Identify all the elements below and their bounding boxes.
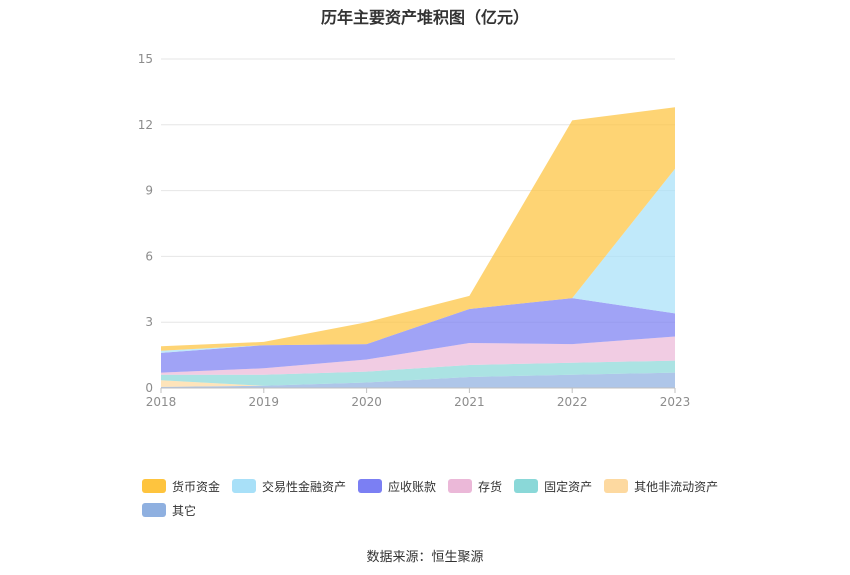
- x-tick-label: 2021: [454, 395, 485, 409]
- legend-label: 其它: [172, 503, 197, 518]
- y-tick-label: 3: [145, 315, 153, 329]
- legend-swatch: [232, 479, 257, 493]
- legend-item[interactable]: 其它: [142, 498, 196, 522]
- area-series: [161, 372, 675, 387]
- legend-label: 存货: [478, 479, 503, 494]
- legend-item[interactable]: 应收账款: [358, 474, 436, 498]
- legend-swatch: [358, 479, 383, 493]
- legend-item[interactable]: 交易性金融资产: [232, 474, 346, 498]
- legend-swatch: [142, 503, 166, 517]
- chart-title: 历年主要资产堆积图（亿元）: [320, 8, 529, 27]
- legend-label: 货币资金: [172, 479, 221, 494]
- x-tick-label: 2023: [660, 395, 691, 409]
- legend-swatch: [514, 479, 539, 493]
- x-tick-label: 2022: [557, 395, 588, 409]
- y-tick-label: 9: [145, 184, 153, 198]
- stacked-area-chart: 0 3 6 9 12 15 2018 2019 2020 2021 2022 2023: [138, 52, 691, 409]
- data-source: 数据来源：恒生聚源: [366, 550, 484, 565]
- legend-item[interactable]: 其他非流动资产: [604, 474, 718, 498]
- area-layer: [161, 107, 675, 388]
- legend-item[interactable]: 固定资产: [514, 474, 592, 498]
- legend-swatch: [448, 479, 473, 493]
- y-tick-label: 0: [145, 381, 153, 395]
- y-tick-label: 15: [138, 52, 153, 66]
- x-tick-label: 2019: [249, 395, 280, 409]
- y-tick-label: 12: [138, 118, 153, 132]
- legend-label: 交易性金融资产: [262, 479, 347, 494]
- axis-layer: 0 3 6 9 12 15 2018 2019 2020 2021 2022 2023: [138, 52, 691, 409]
- area-series: [161, 372, 675, 388]
- legend-label: 其他非流动资产: [634, 479, 719, 494]
- legend: 货币资金 交易性金融资产 应收账款 存货 固定资产 其他非流动资产其它: [142, 474, 742, 522]
- legend-item[interactable]: 货币资金: [142, 474, 220, 498]
- area-series: [161, 298, 675, 373]
- legend-swatch: [142, 479, 166, 493]
- y-tick-label: 6: [145, 249, 153, 263]
- area-series: [161, 360, 675, 386]
- x-tick-label: 2018: [146, 395, 177, 409]
- legend-label: 固定资产: [544, 479, 593, 494]
- legend-swatch: [604, 479, 629, 493]
- area-series: [161, 107, 675, 351]
- x-tick-label: 2020: [351, 395, 382, 409]
- legend-item[interactable]: 存货: [448, 474, 502, 498]
- legend-label: 应收账款: [388, 479, 437, 494]
- area-series: [161, 336, 675, 375]
